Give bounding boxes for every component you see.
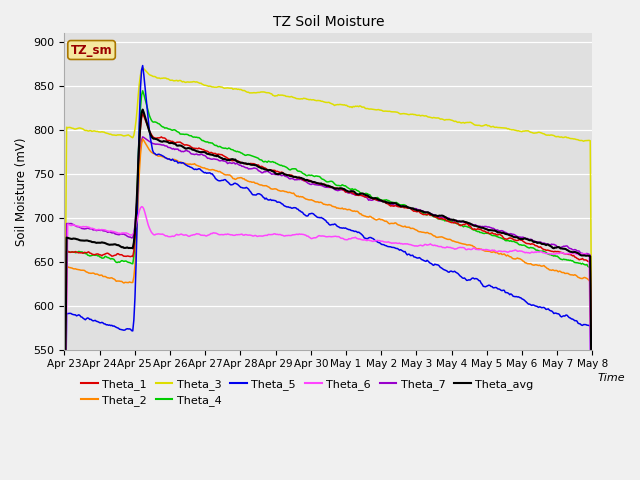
Y-axis label: Soil Moisture (mV): Soil Moisture (mV)	[15, 137, 28, 246]
Line: Theta_2: Theta_2	[65, 139, 593, 480]
Theta_5	[450, 269, 458, 275]
Theta_2	[284, 190, 292, 195]
Theta_6	[357, 237, 365, 242]
Theta_4	[226, 145, 234, 151]
Theta_7	[139, 134, 147, 140]
Theta_5	[139, 63, 147, 69]
Theta_2	[541, 264, 549, 270]
Text: Time: Time	[598, 373, 625, 384]
Theta_6	[284, 232, 292, 238]
Theta_3	[226, 85, 234, 91]
Theta_avg	[284, 172, 292, 178]
Theta_2	[450, 238, 458, 244]
Theta_3	[284, 94, 292, 99]
Theta_6	[226, 231, 234, 237]
Theta_2	[357, 211, 365, 216]
Theta_7	[541, 240, 549, 246]
Theta_avg	[226, 157, 234, 163]
Theta_2	[226, 172, 234, 178]
Theta_6	[541, 251, 549, 256]
Theta_1	[383, 201, 390, 206]
Theta_3	[541, 132, 549, 137]
Theta_avg	[383, 200, 390, 205]
Theta_7	[450, 218, 458, 224]
Theta_7	[226, 160, 234, 166]
Theta_avg	[61, 473, 68, 479]
Line: Theta_5: Theta_5	[65, 66, 593, 480]
Theta_1	[284, 172, 292, 178]
Theta_avg	[541, 241, 549, 247]
Theta_3	[450, 118, 458, 124]
Line: Theta_avg: Theta_avg	[65, 109, 593, 480]
Theta_4	[541, 249, 549, 255]
Theta_4	[450, 219, 458, 225]
Theta_3	[589, 415, 596, 421]
Theta_7	[357, 192, 365, 198]
Theta_1	[541, 247, 549, 252]
Text: TZ_sm: TZ_sm	[71, 44, 113, 57]
Theta_avg	[450, 217, 458, 223]
Theta_5	[541, 305, 549, 311]
Theta_4	[383, 197, 390, 203]
Theta_1	[357, 192, 365, 198]
Theta_6	[138, 204, 145, 210]
Theta_1	[450, 220, 458, 226]
Line: Theta_3: Theta_3	[65, 68, 593, 418]
Theta_4	[139, 88, 147, 94]
Line: Theta_6: Theta_6	[65, 207, 593, 480]
Theta_5	[357, 231, 365, 237]
Theta_1	[226, 156, 234, 162]
Theta_7	[61, 465, 68, 470]
Theta_2	[383, 218, 390, 224]
Line: Theta_7: Theta_7	[65, 137, 593, 480]
Theta_5	[226, 181, 234, 187]
Theta_5	[383, 243, 390, 249]
Theta_3	[61, 407, 68, 412]
Theta_7	[383, 200, 390, 205]
Title: TZ Soil Moisture: TZ Soil Moisture	[273, 15, 384, 29]
Theta_avg	[357, 191, 365, 196]
Theta_3	[383, 108, 390, 114]
Theta_3	[357, 103, 365, 109]
Line: Theta_4: Theta_4	[65, 91, 593, 480]
Theta_4	[284, 166, 292, 171]
Line: Theta_1: Theta_1	[65, 114, 593, 480]
Legend: Theta_1, Theta_2, Theta_3, Theta_4, Theta_5, Theta_6, Theta_7, Theta_avg: Theta_1, Theta_2, Theta_3, Theta_4, Thet…	[76, 374, 538, 411]
Theta_7	[284, 175, 292, 180]
Theta_6	[383, 239, 390, 245]
Theta_3	[139, 65, 147, 71]
Theta_1	[139, 111, 147, 117]
Theta_2	[139, 136, 147, 142]
Theta_5	[284, 204, 292, 210]
Theta_6	[450, 245, 458, 251]
Theta_avg	[139, 107, 147, 112]
Theta_4	[357, 190, 365, 196]
